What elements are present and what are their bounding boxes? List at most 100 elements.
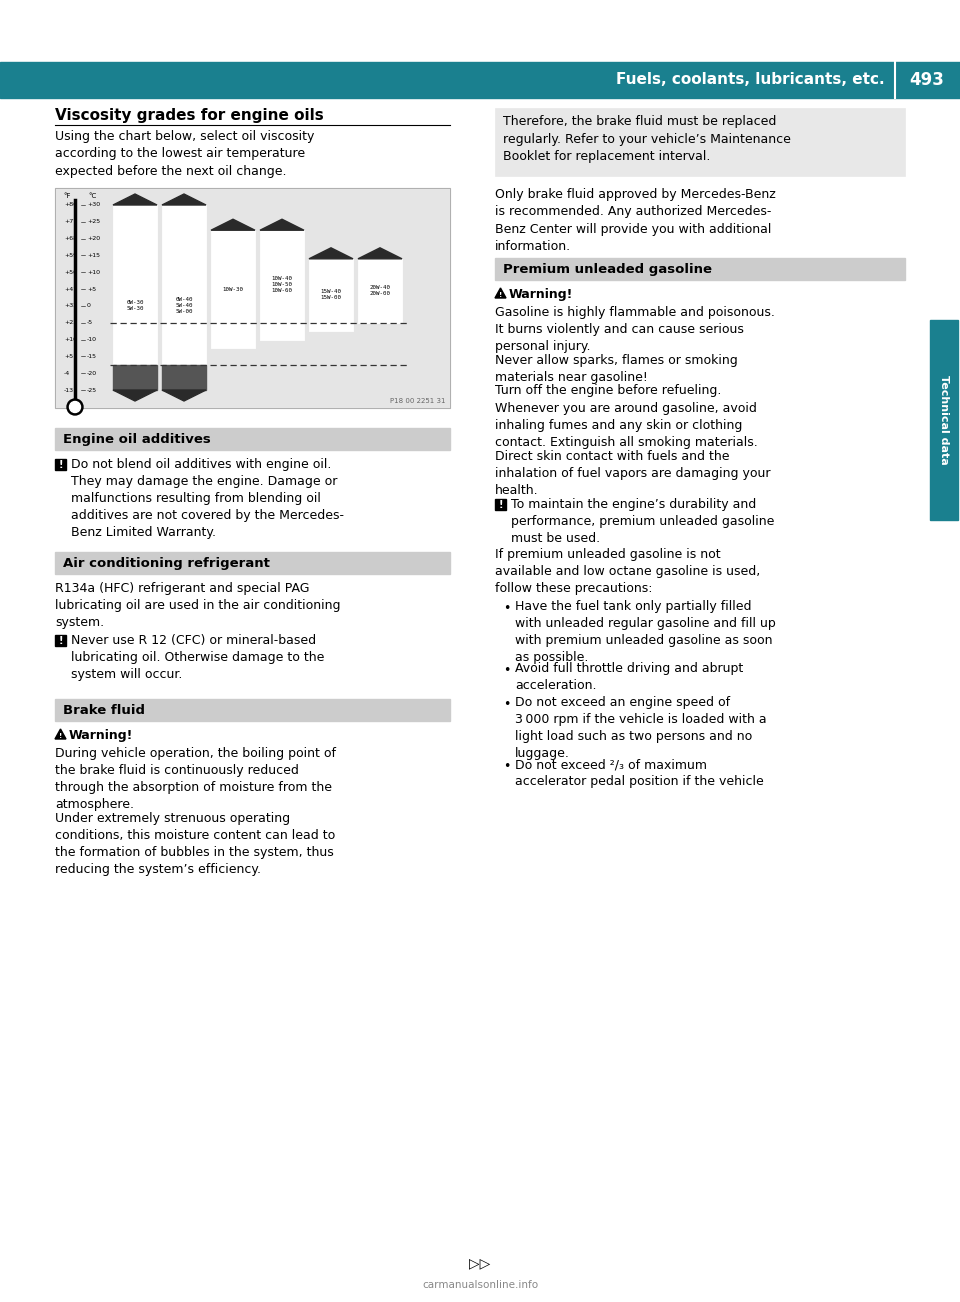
Polygon shape bbox=[309, 247, 353, 259]
Text: Do not exceed an engine speed of
3 000 rpm if the vehicle is loaded with a
light: Do not exceed an engine speed of 3 000 r… bbox=[515, 697, 767, 760]
Polygon shape bbox=[162, 194, 206, 204]
Text: +50: +50 bbox=[64, 270, 77, 275]
Text: Only brake fluid approved by Mercedes-Benz
is recommended. Any authorized Merced: Only brake fluid approved by Mercedes-Be… bbox=[495, 187, 776, 254]
Text: •: • bbox=[503, 602, 511, 615]
Text: +20: +20 bbox=[87, 236, 100, 241]
Text: Viscosity grades for engine oils: Viscosity grades for engine oils bbox=[55, 108, 324, 122]
Bar bbox=[495, 258, 905, 280]
Text: 10W-40
10W-50
10W-60: 10W-40 10W-50 10W-60 bbox=[272, 276, 293, 293]
Text: !: ! bbox=[59, 460, 62, 470]
Text: Engine oil additives: Engine oil additives bbox=[63, 432, 211, 445]
Text: +41: +41 bbox=[64, 286, 77, 292]
Text: Direct skin contact with fuels and the
inhalation of fuel vapors are damaging yo: Direct skin contact with fuels and the i… bbox=[495, 450, 771, 497]
Polygon shape bbox=[55, 729, 66, 740]
Text: -15: -15 bbox=[87, 354, 97, 359]
Circle shape bbox=[69, 401, 81, 413]
Bar bbox=[113, 365, 157, 391]
Text: •: • bbox=[503, 760, 511, 773]
Bar bbox=[162, 204, 206, 391]
Polygon shape bbox=[113, 194, 157, 204]
Text: Do not blend oil additives with engine oil.
They may damage the engine. Damage o: Do not blend oil additives with engine o… bbox=[71, 458, 344, 539]
Text: Never use R 12 (CFC) or mineral-based
lubricating oil. Otherwise damage to the
s: Never use R 12 (CFC) or mineral-based lu… bbox=[71, 634, 324, 681]
Bar bbox=[55, 552, 450, 574]
Text: +59: +59 bbox=[64, 253, 77, 258]
Bar bbox=[260, 230, 304, 340]
Bar bbox=[162, 365, 206, 391]
Bar bbox=[55, 460, 66, 470]
Text: Brake fluid: Brake fluid bbox=[63, 703, 145, 716]
Polygon shape bbox=[211, 219, 255, 230]
Bar bbox=[55, 699, 450, 721]
Polygon shape bbox=[162, 391, 206, 401]
Text: °F: °F bbox=[63, 193, 70, 199]
Text: Premium unleaded gasoline: Premium unleaded gasoline bbox=[503, 263, 712, 276]
Text: Therefore, the brake fluid must be replaced
regularly. Refer to your vehicle’s M: Therefore, the brake fluid must be repla… bbox=[503, 115, 791, 163]
Text: !: ! bbox=[498, 500, 503, 509]
Text: -20: -20 bbox=[87, 371, 97, 376]
Text: +5: +5 bbox=[64, 354, 73, 359]
Text: 20W-40
20W-00: 20W-40 20W-00 bbox=[370, 285, 391, 297]
Text: +25: +25 bbox=[87, 219, 100, 224]
Text: Warning!: Warning! bbox=[509, 288, 573, 301]
Text: !: ! bbox=[59, 635, 62, 646]
Text: +10: +10 bbox=[87, 270, 100, 275]
Circle shape bbox=[67, 398, 83, 415]
Text: -13: -13 bbox=[64, 388, 74, 392]
Bar bbox=[930, 320, 958, 519]
Text: If premium unleaded gasoline is not
available and low octane gasoline is used,
f: If premium unleaded gasoline is not avai… bbox=[495, 548, 760, 595]
Text: Avoid full throttle driving and abrupt
acceleration.: Avoid full throttle driving and abrupt a… bbox=[515, 661, 743, 691]
Text: +86: +86 bbox=[64, 203, 77, 207]
Bar bbox=[55, 635, 66, 646]
Text: Gasoline is highly flammable and poisonous.
It burns violently and can cause ser: Gasoline is highly flammable and poisono… bbox=[495, 306, 775, 353]
Bar bbox=[113, 204, 157, 391]
Text: •: • bbox=[503, 698, 511, 711]
Text: Do not exceed ²/₃ of maximum
accelerator pedal position if the vehicle: Do not exceed ²/₃ of maximum accelerator… bbox=[515, 758, 764, 788]
Bar bbox=[495, 108, 905, 176]
Bar bbox=[895, 62, 960, 98]
Text: -10: -10 bbox=[87, 337, 97, 342]
Text: -4: -4 bbox=[64, 371, 70, 376]
Text: Turn off the engine before refueling.: Turn off the engine before refueling. bbox=[495, 384, 721, 397]
Text: ▷▷: ▷▷ bbox=[469, 1256, 491, 1269]
Text: +15: +15 bbox=[87, 253, 100, 258]
Text: R134a (HFC) refrigerant and special PAG
lubricating oil are used in the air cond: R134a (HFC) refrigerant and special PAG … bbox=[55, 582, 341, 629]
Text: 10W-30: 10W-30 bbox=[223, 286, 244, 292]
Text: °C: °C bbox=[88, 193, 96, 199]
Text: !: ! bbox=[499, 292, 502, 298]
Text: 0W-30
5W-30: 0W-30 5W-30 bbox=[127, 299, 144, 311]
Polygon shape bbox=[495, 288, 506, 298]
Text: Using the chart below, select oil viscosity
according to the lowest air temperat: Using the chart below, select oil viscos… bbox=[55, 130, 314, 178]
Text: +77: +77 bbox=[64, 219, 77, 224]
Text: +23: +23 bbox=[64, 320, 77, 326]
Text: !: ! bbox=[59, 733, 62, 740]
Text: 493: 493 bbox=[909, 72, 945, 89]
Text: P18 00 2251 31: P18 00 2251 31 bbox=[391, 398, 446, 404]
Bar bbox=[495, 499, 506, 510]
Bar bbox=[309, 259, 353, 331]
Text: 0: 0 bbox=[87, 303, 91, 309]
Text: 0W-40
5W-40
5W-00: 0W-40 5W-40 5W-00 bbox=[176, 297, 193, 314]
Text: Fuels, coolants, lubricants, etc.: Fuels, coolants, lubricants, etc. bbox=[616, 73, 885, 87]
Bar bbox=[358, 259, 402, 323]
Bar bbox=[0, 62, 895, 98]
Text: •: • bbox=[503, 664, 511, 677]
Polygon shape bbox=[358, 247, 402, 259]
Text: +32: +32 bbox=[64, 303, 77, 309]
Text: During vehicle operation, the boiling point of
the brake fluid is continuously r: During vehicle operation, the boiling po… bbox=[55, 747, 336, 811]
Text: 15W-40
15W-00: 15W-40 15W-00 bbox=[321, 289, 342, 301]
Text: Have the fuel tank only partially filled
with unleaded regular gasoline and fill: Have the fuel tank only partially filled… bbox=[515, 600, 776, 664]
Bar bbox=[55, 428, 450, 450]
Text: Whenever you are around gasoline, avoid
inhaling fumes and any skin or clothing
: Whenever you are around gasoline, avoid … bbox=[495, 402, 757, 449]
Text: +30: +30 bbox=[87, 203, 100, 207]
Bar bbox=[55, 187, 450, 408]
Text: +5: +5 bbox=[87, 286, 96, 292]
Text: Under extremely strenuous operating
conditions, this moisture content can lead t: Under extremely strenuous operating cond… bbox=[55, 812, 335, 876]
Text: carmanualsonline.info: carmanualsonline.info bbox=[422, 1280, 538, 1290]
Text: -5: -5 bbox=[87, 320, 93, 326]
Bar bbox=[55, 187, 450, 408]
Text: To maintain the engine’s durability and
performance, premium unleaded gasoline
m: To maintain the engine’s durability and … bbox=[511, 497, 775, 546]
Text: Never allow sparks, flames or smoking
materials near gasoline!: Never allow sparks, flames or smoking ma… bbox=[495, 354, 737, 384]
Text: Technical data: Technical data bbox=[939, 375, 949, 465]
Text: -25: -25 bbox=[87, 388, 97, 392]
Bar bbox=[211, 230, 255, 348]
